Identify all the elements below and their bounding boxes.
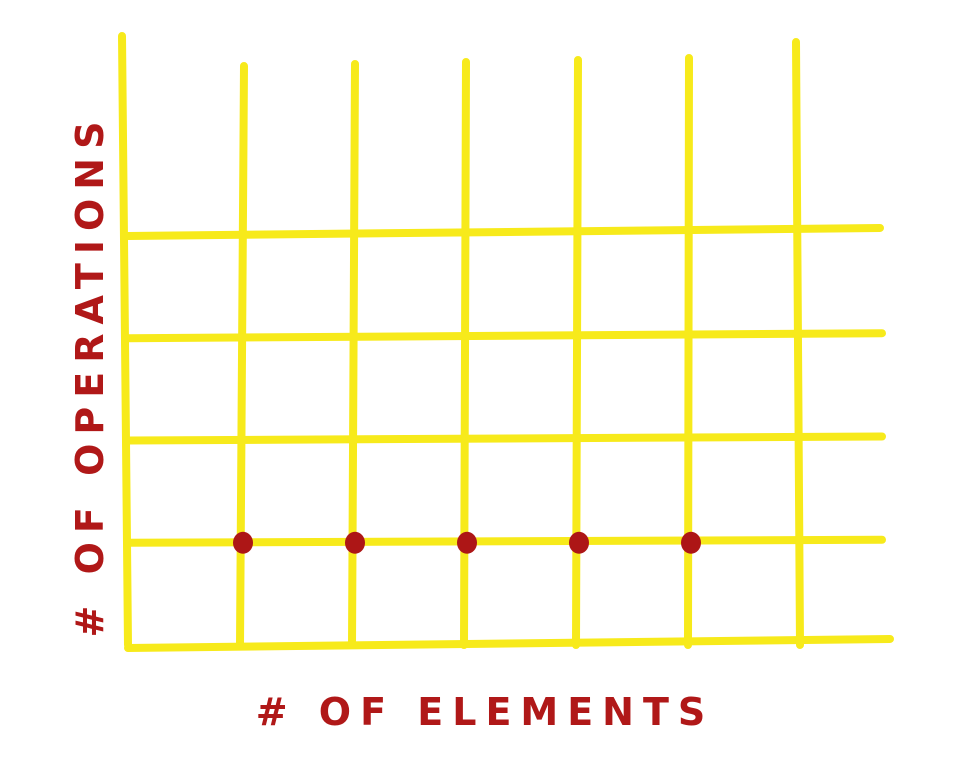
grid-line-vertical (792, 38, 804, 649)
data-point (345, 531, 365, 554)
grid-line-vertical (236, 62, 248, 649)
data-point (681, 531, 701, 554)
grid-line-horizontal (124, 535, 886, 547)
grid-line-horizontal (124, 432, 886, 445)
grid-line-vertical (684, 54, 693, 649)
grid-line-horizontal (124, 224, 884, 240)
x-axis-label: # OF ELEMENTS (256, 690, 715, 734)
x-axis-line (124, 635, 894, 652)
grid-line-horizontal (124, 329, 886, 343)
data-points (233, 531, 701, 554)
grid (118, 32, 894, 652)
y-axis-label: # OF OPERATIONS (68, 113, 112, 638)
grid-line-vertical (572, 56, 582, 649)
data-point (457, 531, 477, 554)
grid-line-vertical (348, 60, 359, 649)
data-point (233, 531, 253, 554)
data-point (569, 531, 589, 554)
grid-line-vertical (460, 58, 470, 649)
